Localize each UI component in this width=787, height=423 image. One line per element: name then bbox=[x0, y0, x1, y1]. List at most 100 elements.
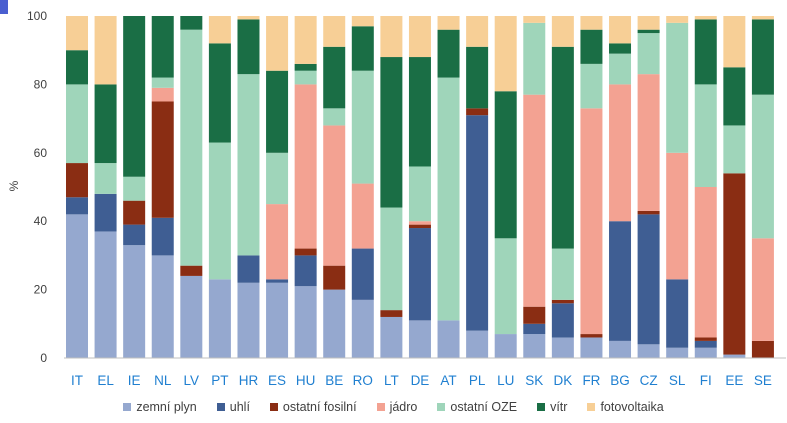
bar-segment bbox=[237, 255, 260, 283]
legend-label: ostatní OZE bbox=[450, 400, 518, 414]
bar-segment bbox=[294, 16, 317, 64]
bar-segment bbox=[323, 46, 346, 109]
bar-segment bbox=[637, 33, 660, 75]
x-tick-label: EE bbox=[725, 373, 743, 388]
bar-segment bbox=[266, 279, 289, 283]
bar-segment bbox=[723, 173, 746, 355]
bar-segment bbox=[94, 231, 117, 358]
bar-segment bbox=[637, 16, 660, 30]
y-tick-label: 20 bbox=[34, 283, 48, 297]
bar-segment bbox=[294, 248, 317, 256]
legend-item: fotovoltaika bbox=[587, 400, 664, 414]
bar-stack-pl bbox=[466, 16, 489, 358]
bar-segment bbox=[637, 214, 660, 345]
legend-swatch bbox=[269, 403, 278, 411]
bar-segment bbox=[694, 19, 717, 85]
bar-segment bbox=[266, 70, 289, 153]
bar-stack-bg bbox=[609, 16, 632, 358]
bar-segment bbox=[266, 282, 289, 358]
bar-segment bbox=[408, 16, 431, 58]
bar-segment bbox=[751, 340, 774, 358]
legend-label: zemní plyn bbox=[136, 400, 197, 414]
x-tick-label: LU bbox=[497, 373, 514, 388]
bar-segment bbox=[408, 221, 431, 225]
bar-segment bbox=[208, 16, 231, 44]
legend-swatch bbox=[537, 403, 546, 411]
bar-segment bbox=[351, 16, 374, 27]
bar-segment bbox=[494, 238, 517, 335]
bar-segment bbox=[66, 16, 88, 51]
bar-stack-es bbox=[266, 16, 289, 358]
x-tick-label: HU bbox=[296, 373, 316, 388]
legend-item: zemní plyn bbox=[123, 400, 197, 414]
bar-segment bbox=[523, 334, 546, 358]
bar-segment bbox=[666, 22, 689, 153]
x-tick-label: BE bbox=[325, 373, 343, 388]
bar-stack-at bbox=[437, 16, 460, 358]
x-tick-label: IE bbox=[128, 373, 141, 388]
bar-segment bbox=[123, 16, 146, 177]
x-tick-label: PT bbox=[211, 373, 228, 388]
bar-segment bbox=[123, 200, 146, 225]
bar-segment bbox=[151, 87, 174, 102]
x-tick-label: ES bbox=[268, 373, 286, 388]
bar-stack-pt bbox=[208, 16, 231, 358]
bar-segment bbox=[466, 115, 489, 331]
bar-segment bbox=[323, 108, 346, 126]
bar-segment bbox=[666, 16, 689, 23]
bar-segment bbox=[751, 94, 774, 239]
bar-stack-sk bbox=[523, 16, 546, 358]
bar-segment bbox=[694, 16, 717, 20]
x-tick-label: IT bbox=[71, 373, 83, 388]
x-tick-label: DE bbox=[411, 373, 430, 388]
bar-segment bbox=[466, 108, 489, 116]
bar-stack-hr bbox=[237, 16, 260, 358]
bar-segment bbox=[123, 224, 146, 246]
bar-segment bbox=[523, 22, 546, 95]
legend-item: ostatní OZE bbox=[437, 400, 517, 414]
y-tick-label: 0 bbox=[40, 351, 47, 365]
bar-segment bbox=[380, 16, 403, 58]
bar-stack-nl bbox=[151, 16, 174, 358]
bar-segment bbox=[294, 255, 317, 287]
bar-segment bbox=[551, 16, 574, 47]
bar-segment bbox=[237, 282, 260, 358]
bar-stack-dk bbox=[551, 16, 574, 358]
bar-segment bbox=[523, 306, 546, 324]
bar-segment bbox=[580, 63, 603, 109]
bar-segment bbox=[551, 303, 574, 338]
x-tick-label: BG bbox=[610, 373, 630, 388]
bar-segment bbox=[266, 204, 289, 280]
bar-segment bbox=[580, 29, 603, 64]
x-tick-label: SK bbox=[525, 373, 543, 388]
x-tick-label: DK bbox=[553, 373, 572, 388]
bar-segment bbox=[208, 279, 231, 358]
bar-segment bbox=[609, 43, 632, 54]
bar-segment bbox=[637, 210, 660, 215]
bar-segment bbox=[637, 29, 660, 34]
bar-segment bbox=[351, 248, 374, 300]
bar-stack-se bbox=[751, 16, 774, 358]
bar-segment bbox=[323, 16, 346, 47]
window-corner-marker bbox=[0, 0, 8, 14]
legend-swatch bbox=[587, 403, 596, 411]
bar-stack-lu bbox=[494, 16, 517, 358]
x-tick-label: EL bbox=[97, 373, 114, 388]
bar-segment bbox=[294, 70, 317, 85]
x-tick-label: HR bbox=[239, 373, 259, 388]
legend-swatch bbox=[123, 403, 132, 411]
bar-segment bbox=[494, 16, 517, 92]
bar-segment bbox=[666, 279, 689, 348]
bar-segment bbox=[66, 197, 88, 215]
bar-segment bbox=[551, 248, 574, 300]
bar-stack-be bbox=[323, 16, 346, 358]
bar-segment bbox=[694, 84, 717, 187]
bar-segment bbox=[408, 57, 431, 167]
bar-segment bbox=[237, 19, 260, 75]
legend-item: ostatní fosilní bbox=[269, 400, 357, 414]
bar-segment bbox=[266, 16, 289, 71]
bar-segment bbox=[723, 16, 746, 68]
x-tick-label: LV bbox=[184, 373, 200, 388]
bar-segment bbox=[694, 187, 717, 338]
bar-segment bbox=[637, 74, 660, 211]
